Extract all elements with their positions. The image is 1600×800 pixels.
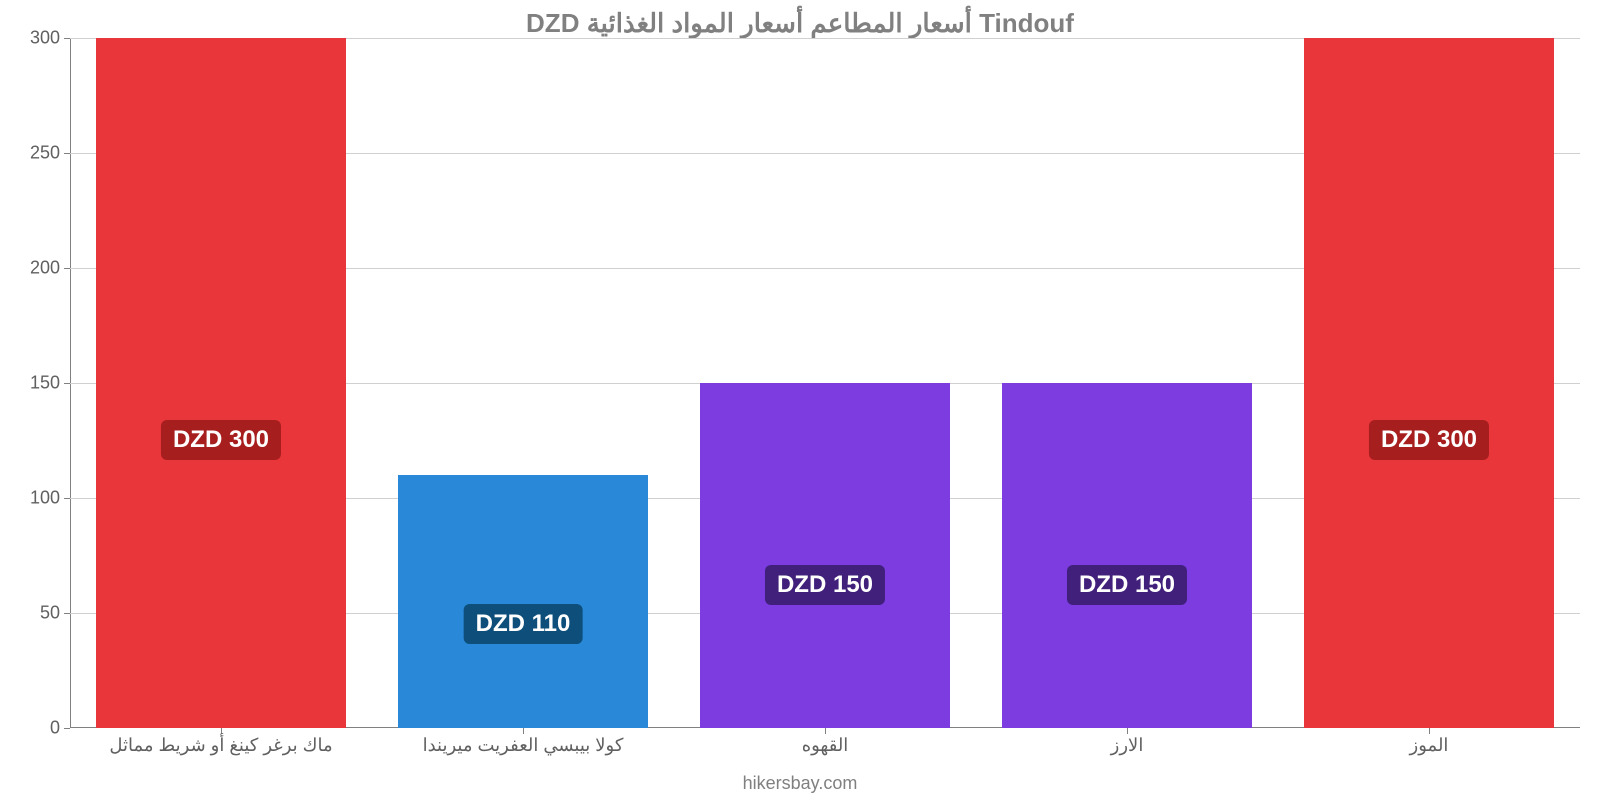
y-tick-label: 0 — [20, 718, 60, 739]
bar-value-badge: DZD 150 — [1067, 565, 1187, 605]
y-tick-mark — [64, 153, 70, 154]
x-tick-label: القهوه — [802, 735, 849, 756]
y-tick-label: 250 — [20, 143, 60, 164]
y-tick-mark — [64, 38, 70, 39]
y-tick-label: 300 — [20, 28, 60, 49]
bar-value-badge: DZD 300 — [161, 420, 281, 460]
chart-title: DZD أسعار المطاعم أسعار المواد الغذائية … — [0, 0, 1600, 39]
bar — [1002, 383, 1253, 728]
y-tick-label: 200 — [20, 258, 60, 279]
y-tick-mark — [64, 613, 70, 614]
bar-value-badge: DZD 110 — [464, 604, 583, 644]
bar — [96, 38, 347, 728]
x-tick-mark — [221, 728, 222, 734]
x-axis-labels: ماك برغر كينغ أو شريط مماثل كولا بيبسي ال… — [70, 735, 1580, 765]
x-tick-label: كولا بيبسي العفريت ميريندا — [423, 735, 624, 756]
bar-value-badge: DZD 150 — [765, 565, 885, 605]
y-tick-label: 100 — [20, 488, 60, 509]
x-tick-mark — [523, 728, 524, 734]
x-tick-label: الارز — [1111, 735, 1144, 756]
bar — [700, 383, 951, 728]
bar-value-badge: DZD 300 — [1369, 420, 1489, 460]
x-tick-mark — [1127, 728, 1128, 734]
y-tick-mark — [64, 498, 70, 499]
plot-area: DZD 300 DZD 110 DZD 150 DZD 150 DZD 300 — [70, 38, 1580, 728]
y-tick-mark — [64, 268, 70, 269]
bar — [1304, 38, 1555, 728]
x-tick-label: ماك برغر كينغ أو شريط مماثل — [109, 735, 332, 756]
bar — [398, 475, 649, 728]
y-tick-mark — [64, 383, 70, 384]
y-tick-mark — [64, 728, 70, 729]
x-tick-mark — [825, 728, 826, 734]
attribution: hikersbay.com — [0, 773, 1600, 794]
y-tick-label: 50 — [20, 603, 60, 624]
x-tick-mark — [1429, 728, 1430, 734]
x-tick-label: الموز — [1410, 735, 1449, 756]
chart-container: DZD أسعار المطاعم أسعار المواد الغذائية … — [0, 0, 1600, 800]
y-tick-label: 150 — [20, 373, 60, 394]
